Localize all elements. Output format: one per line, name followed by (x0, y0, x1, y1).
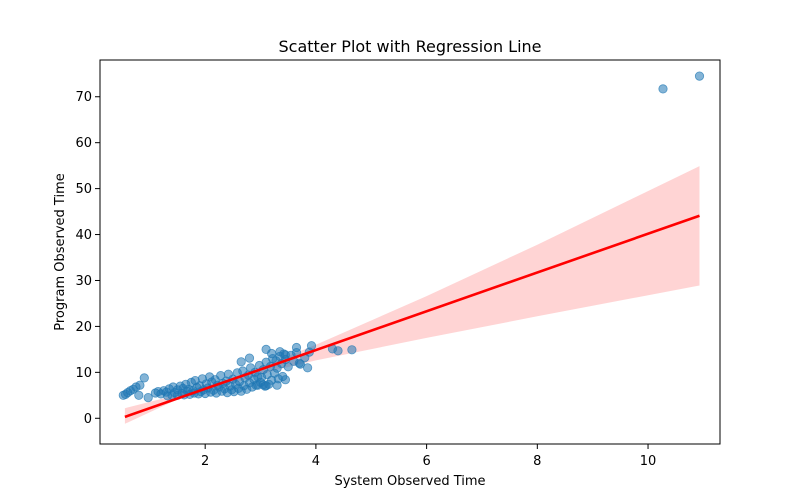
confidence-band (124, 166, 700, 424)
x-tick-label: 2 (201, 454, 209, 469)
y-tick-label: 40 (75, 228, 92, 243)
y-tick-label: 70 (75, 90, 92, 105)
y-tick-label: 20 (75, 320, 92, 335)
data-point (280, 350, 290, 360)
y-axis-label: Program Observed Time (53, 173, 68, 330)
data-point (272, 380, 282, 390)
x-axis-label: System Observed Time (334, 474, 485, 489)
data-point (280, 375, 290, 385)
data-point (306, 341, 317, 351)
confidence-band-layer (124, 166, 700, 424)
data-point (291, 342, 302, 353)
x-axis-ticks: 2 4 6 8 10 (201, 444, 656, 469)
data-point (694, 71, 705, 81)
x-tick-label: 6 (422, 454, 430, 469)
data-point (283, 362, 293, 372)
data-point (658, 84, 668, 94)
data-point (333, 346, 343, 356)
y-tick-label: 60 (75, 136, 92, 151)
y-axis-ticks: 0 10 20 30 40 50 60 70 (75, 90, 100, 427)
data-point (134, 390, 144, 400)
data-point (295, 359, 305, 369)
y-tick-label: 10 (75, 366, 92, 381)
y-tick-label: 50 (75, 182, 92, 197)
plot-frame (99, 59, 721, 445)
y-tick-label: 30 (75, 274, 92, 289)
x-tick-label: 8 (533, 454, 541, 469)
x-tick-label: 4 (312, 454, 320, 469)
data-point (244, 353, 255, 363)
data-point (347, 345, 357, 355)
data-point (135, 380, 145, 390)
data-point (302, 363, 313, 373)
data-point (139, 373, 149, 383)
y-tick-label: 0 (84, 412, 92, 427)
data-point (143, 392, 153, 403)
data-point (236, 357, 246, 367)
chart-title: Scatter Plot with Regression Line (278, 37, 541, 56)
regression-line-layer (124, 214, 700, 419)
data-point (266, 348, 277, 359)
regression-line (124, 214, 700, 419)
data-point (253, 380, 263, 390)
x-tick-label: 10 (640, 454, 657, 469)
